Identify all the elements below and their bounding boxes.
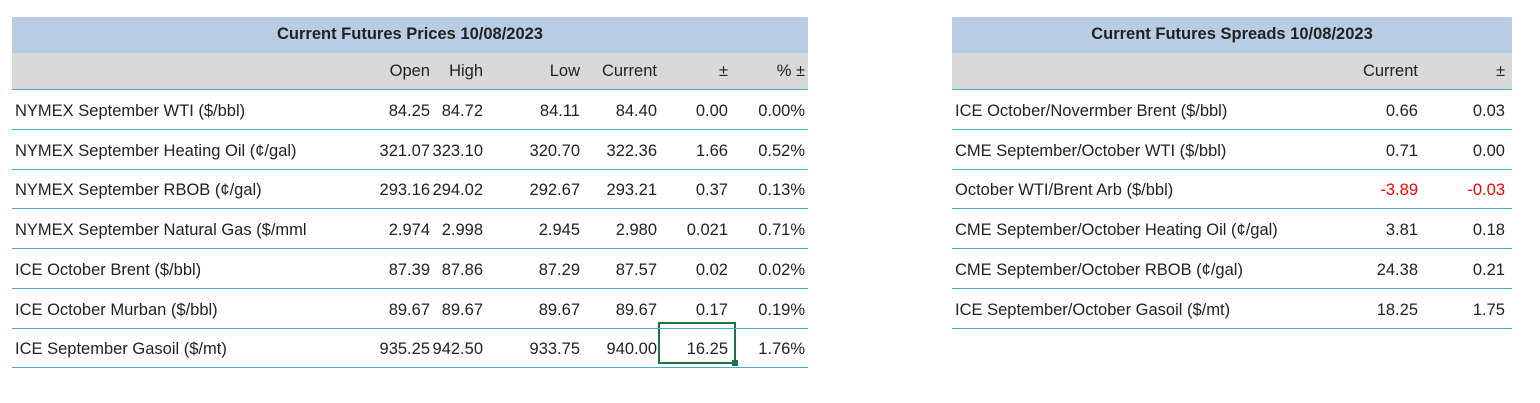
cell-value[interactable]: 2.998 bbox=[441, 221, 483, 240]
column-header: Current bbox=[1362, 62, 1418, 80]
cell-value[interactable]: 84.25 bbox=[388, 102, 430, 120]
row-label: CME September/October RBOB (¢/gal) bbox=[955, 260, 1243, 279]
cell-value[interactable]: -0.03 bbox=[1467, 181, 1505, 200]
cell-value[interactable]: 87.29 bbox=[538, 260, 580, 279]
row-border bbox=[12, 129, 808, 130]
row-border bbox=[952, 168, 1512, 170]
column-header: High bbox=[449, 62, 483, 80]
cell-value[interactable]: 0.00 bbox=[695, 102, 728, 120]
cell-value[interactable]: 293.21 bbox=[606, 181, 657, 200]
cell-value[interactable]: 0.00 bbox=[1472, 141, 1505, 160]
row-label: ICE September Gasoil ($/mt) bbox=[15, 340, 227, 359]
column-header: Open bbox=[389, 62, 430, 80]
cell-value[interactable]: 16.25 bbox=[686, 340, 728, 359]
cell-value[interactable]: 933.75 bbox=[529, 340, 580, 359]
row-label: ICE October Murban ($/bbl) bbox=[15, 300, 218, 319]
header-band bbox=[12, 53, 808, 89]
cell-value[interactable]: 292.67 bbox=[529, 181, 580, 200]
row-border bbox=[12, 208, 808, 210]
table-title: Current Futures Prices 10/08/2023 bbox=[277, 25, 543, 43]
column-header: ± bbox=[718, 62, 728, 80]
header-band bbox=[952, 53, 1512, 89]
row-border bbox=[952, 327, 1512, 329]
cell-value[interactable]: 87.39 bbox=[388, 260, 430, 279]
cell-value[interactable]: 0.021 bbox=[686, 221, 728, 240]
cell-value[interactable]: 2.974 bbox=[388, 221, 430, 240]
row-border bbox=[12, 168, 808, 170]
header-border bbox=[952, 89, 1512, 90]
cell-value[interactable]: 940.00 bbox=[606, 340, 657, 359]
cell-value[interactable]: 18.25 bbox=[1376, 300, 1418, 319]
row-label: ICE October Brent ($/bbl) bbox=[15, 260, 202, 279]
cell-value[interactable]: 0.17 bbox=[695, 300, 728, 319]
cell-value[interactable]: 24.38 bbox=[1376, 260, 1418, 279]
cell-value[interactable]: 323.10 bbox=[432, 141, 483, 160]
cell-value[interactable]: 0.37 bbox=[695, 181, 728, 200]
cell-value[interactable]: 89.67 bbox=[615, 300, 657, 319]
cell-value[interactable]: 2.945 bbox=[538, 221, 580, 240]
cell-value[interactable]: 89.67 bbox=[388, 300, 430, 319]
table-title: Current Futures Spreads 10/08/2023 bbox=[1091, 25, 1373, 43]
row-label: NYMEX September Natural Gas ($/mml bbox=[15, 221, 307, 240]
cell-value[interactable]: 321.07 bbox=[379, 141, 430, 160]
cell-value[interactable]: 1.76% bbox=[758, 340, 805, 359]
cell-value[interactable]: 1.75 bbox=[1472, 300, 1505, 319]
cell-value[interactable]: 294.02 bbox=[432, 181, 483, 200]
row-border bbox=[12, 248, 808, 250]
cell-value[interactable]: 84.72 bbox=[441, 102, 483, 120]
cell-value[interactable]: 0.03 bbox=[1472, 102, 1505, 120]
cell-value[interactable]: 293.16 bbox=[379, 181, 430, 200]
title-band bbox=[12, 17, 808, 53]
cell-value[interactable]: 2.980 bbox=[615, 221, 657, 240]
cell-value[interactable]: 89.67 bbox=[538, 300, 580, 319]
selected-cell[interactable] bbox=[658, 322, 738, 366]
row-label: NYMEX September WTI ($/bbl) bbox=[15, 102, 246, 120]
row-border bbox=[952, 208, 1512, 210]
row-label: NYMEX September RBOB (¢/gal) bbox=[15, 181, 262, 200]
cell-value[interactable]: 0.71% bbox=[758, 221, 805, 240]
cell-value[interactable]: 87.57 bbox=[615, 260, 657, 279]
row-label: CME September/October WTI ($/bbl) bbox=[955, 141, 1227, 160]
row-border bbox=[12, 327, 808, 329]
cell-value[interactable]: 89.67 bbox=[441, 300, 483, 319]
column-header: ± bbox=[1495, 62, 1505, 80]
cell-value[interactable]: 0.02 bbox=[695, 260, 728, 279]
column-header: Current bbox=[601, 62, 657, 80]
row-border bbox=[952, 287, 1512, 289]
row-border bbox=[12, 367, 808, 369]
title-band bbox=[952, 17, 1512, 53]
cell-value[interactable]: 942.50 bbox=[432, 340, 483, 359]
cell-value[interactable]: 0.00% bbox=[758, 102, 805, 120]
cell-value[interactable]: -3.89 bbox=[1380, 181, 1418, 200]
cell-value[interactable]: 322.36 bbox=[606, 141, 657, 160]
column-header: % ± bbox=[776, 62, 805, 80]
header-border bbox=[12, 89, 808, 90]
cell-value[interactable]: 320.70 bbox=[529, 141, 580, 160]
cell-value[interactable]: 935.25 bbox=[379, 340, 430, 359]
cell-value[interactable]: 1.66 bbox=[695, 141, 728, 160]
cell-value[interactable]: 84.11 bbox=[539, 102, 580, 120]
row-border bbox=[952, 248, 1512, 250]
row-label: NYMEX September Heating Oil (¢/gal) bbox=[15, 141, 297, 160]
cell-value[interactable]: 0.02% bbox=[758, 260, 805, 279]
column-header: Low bbox=[549, 62, 580, 80]
cell-value[interactable]: 3.81 bbox=[1385, 221, 1418, 240]
row-label: ICE September/October Gasoil ($/mt) bbox=[955, 300, 1231, 319]
cell-value[interactable]: 0.13% bbox=[758, 181, 805, 200]
cell-value[interactable]: 0.71 bbox=[1385, 141, 1418, 160]
row-label: ICE October/Novermber Brent ($/bbl) bbox=[955, 102, 1228, 120]
cell-value[interactable]: 0.66 bbox=[1385, 102, 1418, 120]
row-border bbox=[12, 287, 808, 289]
row-label: CME September/October Heating Oil (¢/gal… bbox=[955, 221, 1278, 240]
cell-value[interactable]: 0.18 bbox=[1472, 221, 1505, 240]
cell-value[interactable]: 0.21 bbox=[1472, 260, 1505, 279]
cell-value[interactable]: 87.86 bbox=[441, 260, 483, 279]
row-border bbox=[952, 129, 1512, 130]
row-label: October WTI/Brent Arb ($/bbl) bbox=[955, 181, 1174, 200]
cell-value[interactable]: 0.52% bbox=[758, 141, 805, 160]
cell-value[interactable]: 84.40 bbox=[615, 102, 657, 120]
cell-value[interactable]: 0.19% bbox=[758, 300, 805, 319]
